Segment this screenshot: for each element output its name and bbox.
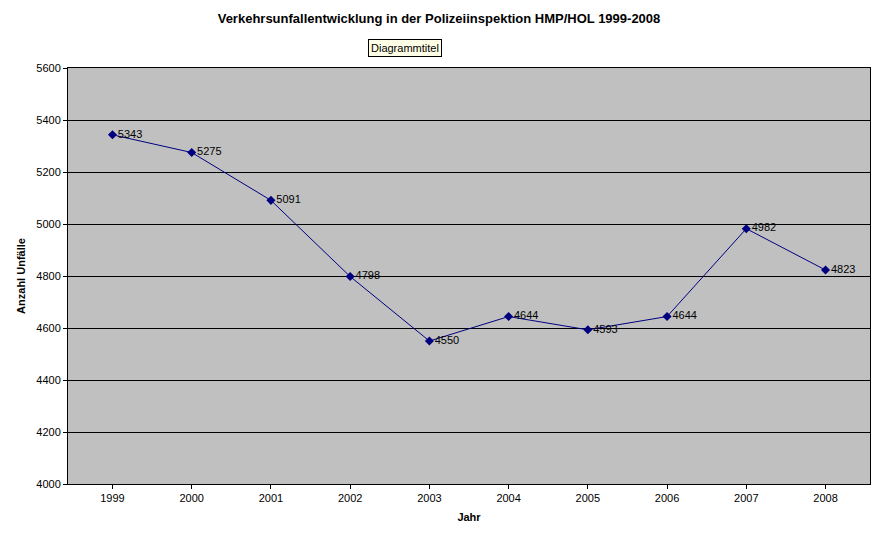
svg-text:4644: 4644 bbox=[672, 309, 696, 321]
svg-text:2005: 2005 bbox=[576, 492, 600, 504]
svg-text:4600: 4600 bbox=[36, 322, 60, 334]
svg-text:4400: 4400 bbox=[36, 374, 60, 386]
svg-text:Jahr: Jahr bbox=[457, 511, 481, 523]
svg-text:4982: 4982 bbox=[752, 221, 776, 233]
svg-text:4800: 4800 bbox=[36, 270, 60, 282]
svg-text:4200: 4200 bbox=[36, 426, 60, 438]
svg-text:4550: 4550 bbox=[435, 334, 459, 346]
svg-text:2008: 2008 bbox=[813, 492, 837, 504]
svg-text:5091: 5091 bbox=[276, 193, 300, 205]
svg-text:5200: 5200 bbox=[36, 166, 60, 178]
svg-text:Anzahl Unfälle: Anzahl Unfälle bbox=[15, 238, 27, 314]
svg-text:Verkehrsunfallentwicklung in d: Verkehrsunfallentwicklung in der Polizei… bbox=[218, 11, 661, 26]
svg-text:2000: 2000 bbox=[179, 492, 203, 504]
svg-text:5343: 5343 bbox=[118, 128, 142, 140]
svg-text:4823: 4823 bbox=[831, 263, 855, 275]
svg-text:5275: 5275 bbox=[197, 145, 221, 157]
svg-text:5000: 5000 bbox=[36, 218, 60, 230]
svg-text:5400: 5400 bbox=[36, 114, 60, 126]
svg-text:1999: 1999 bbox=[100, 492, 124, 504]
svg-text:4593: 4593 bbox=[593, 323, 617, 335]
svg-text:Diagrammtitel: Diagrammtitel bbox=[371, 42, 439, 54]
svg-text:4000: 4000 bbox=[36, 478, 60, 490]
svg-text:4644: 4644 bbox=[514, 309, 538, 321]
svg-text:2006: 2006 bbox=[655, 492, 679, 504]
svg-text:2001: 2001 bbox=[259, 492, 283, 504]
svg-text:2004: 2004 bbox=[496, 492, 520, 504]
svg-text:2007: 2007 bbox=[734, 492, 758, 504]
svg-text:2003: 2003 bbox=[417, 492, 441, 504]
svg-text:2002: 2002 bbox=[338, 492, 362, 504]
svg-text:4798: 4798 bbox=[356, 269, 380, 281]
svg-text:5600: 5600 bbox=[36, 62, 60, 74]
